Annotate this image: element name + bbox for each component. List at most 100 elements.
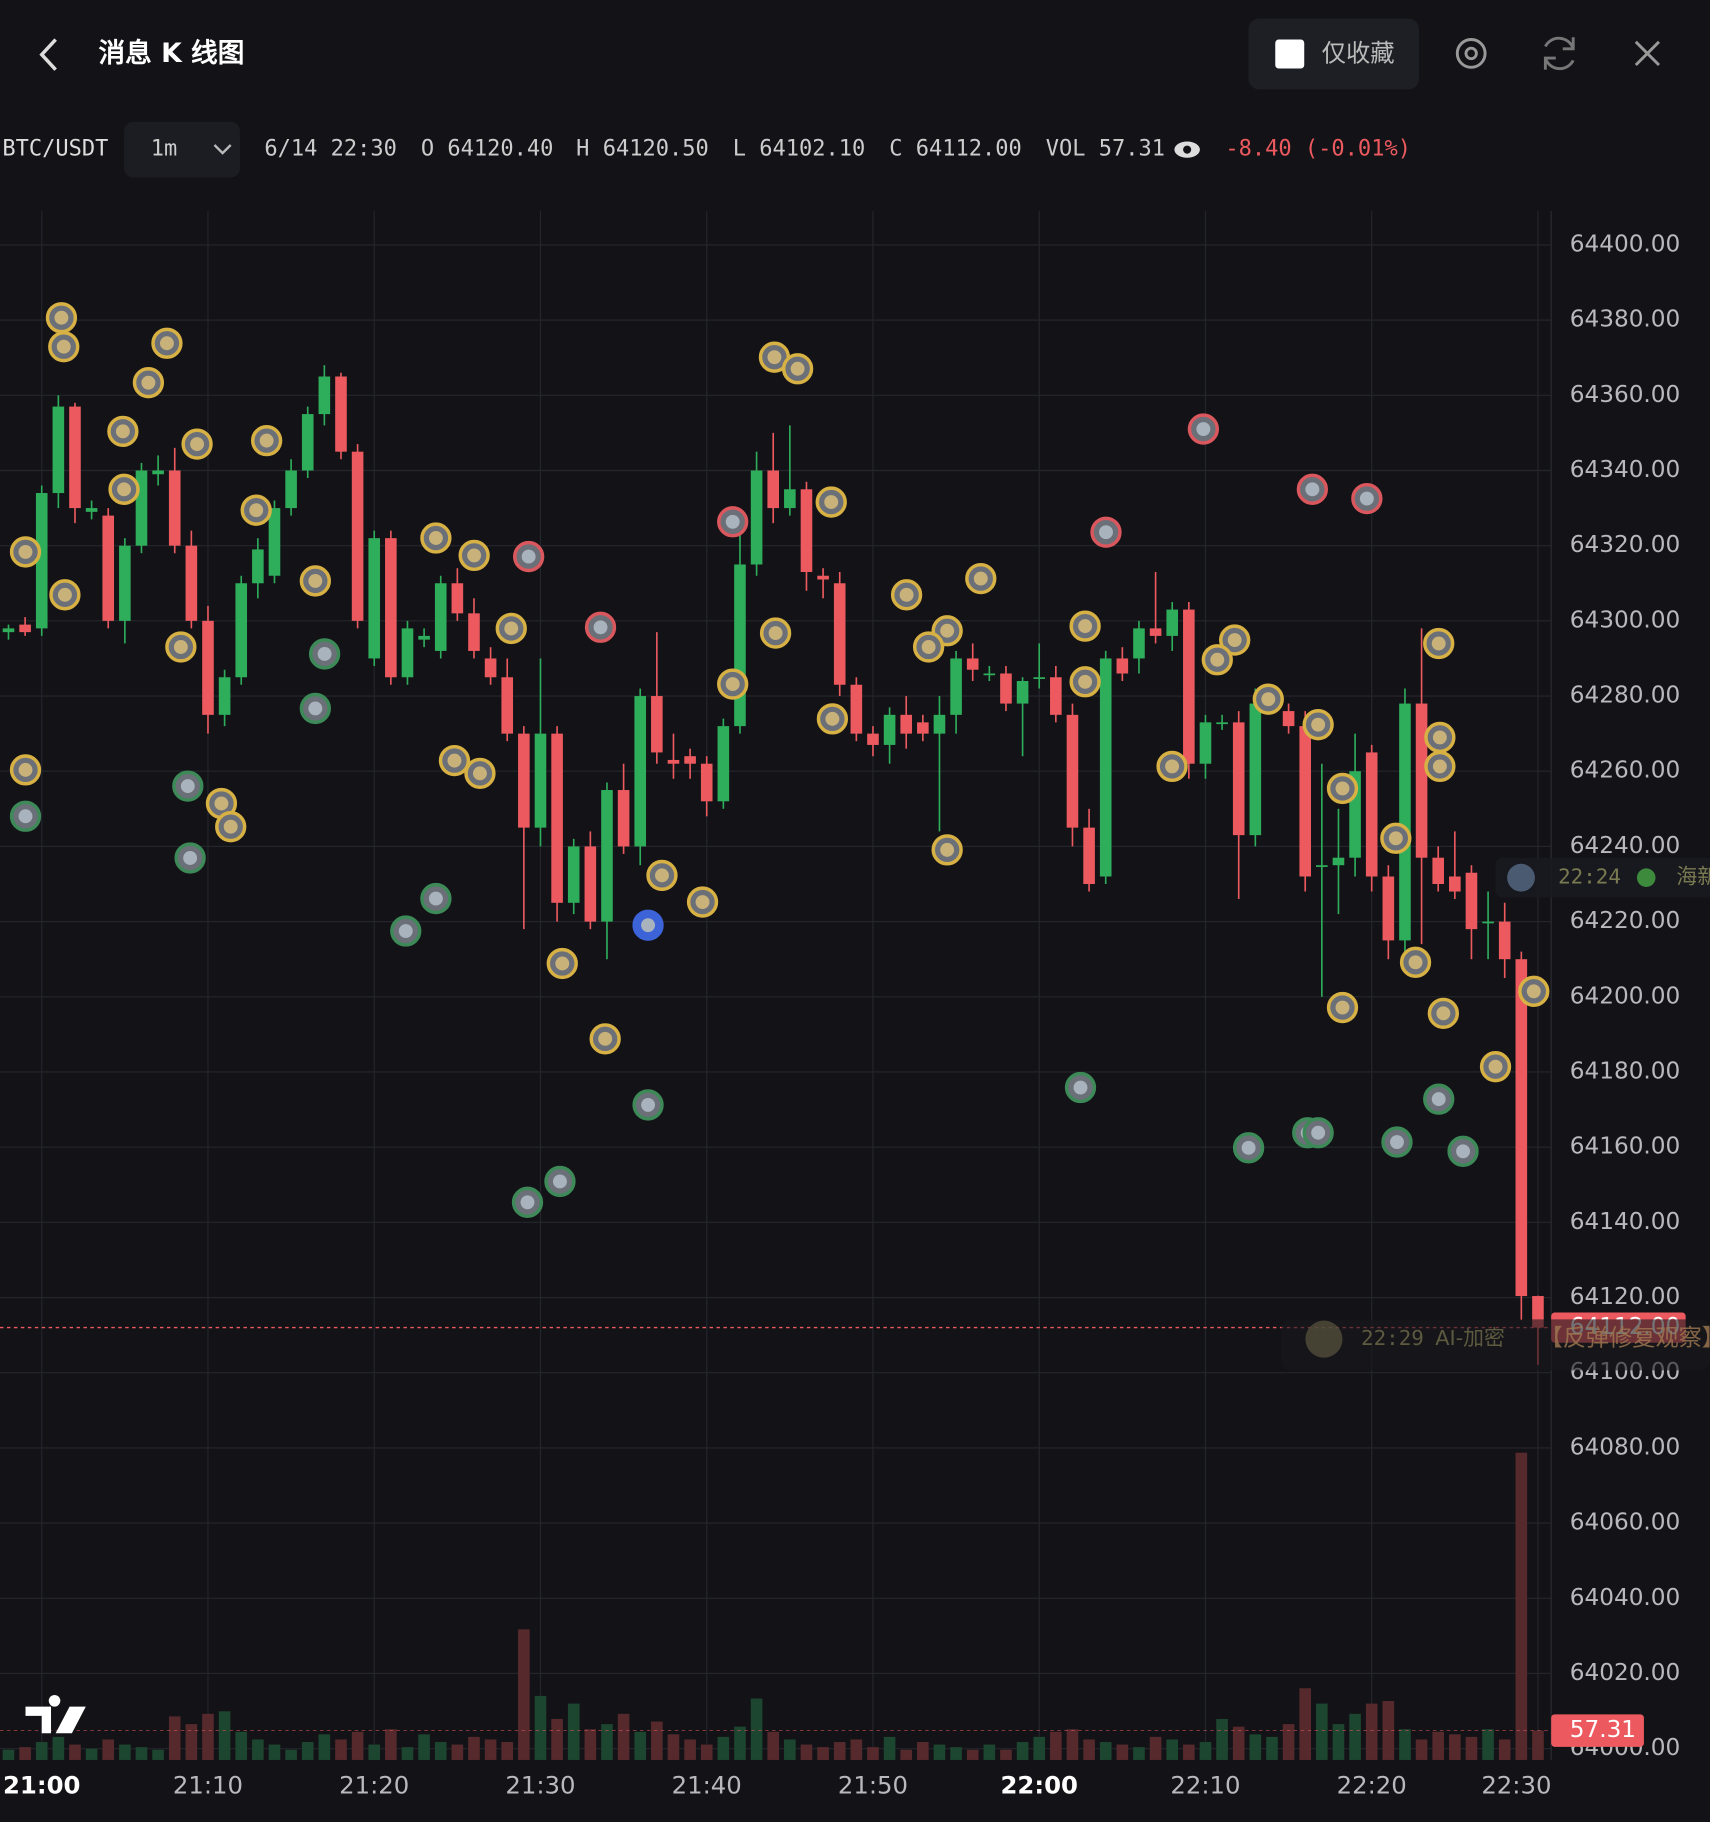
candle-body <box>301 414 314 471</box>
candle-body <box>1249 703 1262 836</box>
marker-face <box>598 1031 613 1046</box>
candle-body <box>667 759 680 764</box>
marker-face <box>1227 633 1242 647</box>
volume-bar <box>19 1747 31 1760</box>
volume-bar <box>983 1744 996 1760</box>
y-tick-label: 64400.00 <box>1570 230 1681 257</box>
volume-bar <box>1316 1703 1328 1760</box>
volume-bar <box>1498 1739 1511 1760</box>
volume-bar <box>2 1749 15 1760</box>
volume-bar <box>401 1747 414 1760</box>
volume-bar <box>1232 1726 1245 1760</box>
volume-bar <box>651 1721 663 1760</box>
marker-face <box>973 571 988 586</box>
candle-body <box>1199 722 1212 764</box>
candle-body <box>518 733 530 828</box>
settings-button[interactable] <box>1455 38 1487 69</box>
chevron <box>213 144 232 155</box>
candle-body <box>35 493 48 629</box>
volume-bar <box>1415 1739 1428 1760</box>
volume-bar <box>418 1734 430 1760</box>
volume-bar <box>966 1749 979 1760</box>
y-tick-label: 64020.00 <box>1570 1659 1681 1686</box>
info-item: C 64112.00 <box>889 137 1022 162</box>
y-tick-label: 64080.00 <box>1570 1433 1681 1460</box>
volume-bar <box>584 1729 597 1760</box>
y-tick-label: 64040.00 <box>1570 1584 1681 1611</box>
volume-bar <box>850 1739 863 1760</box>
marker-face <box>552 1174 567 1189</box>
marker-face <box>824 495 839 510</box>
marker-face <box>428 531 443 545</box>
candle-body <box>1432 857 1445 885</box>
volume-bar <box>567 1703 580 1760</box>
back-button[interactable] <box>39 38 57 71</box>
close-button[interactable] <box>1634 40 1661 67</box>
marker-face <box>1408 955 1423 970</box>
marker-face <box>308 701 323 716</box>
volume-bar <box>518 1629 530 1760</box>
favorites-toggle[interactable]: 仅收藏 <box>1248 18 1420 90</box>
volume-bar <box>235 1731 248 1760</box>
marker-face <box>447 753 462 768</box>
volume-bar <box>168 1716 181 1760</box>
volume-bar <box>335 1739 347 1760</box>
info-item: VOL 57.31 <box>1046 137 1165 162</box>
candle-body <box>1532 1296 1544 1328</box>
candle-body <box>900 714 913 734</box>
candle-body <box>1149 628 1162 636</box>
candle-body <box>634 696 647 847</box>
x-tick-label: 21:00 <box>3 1771 80 1800</box>
candle-body <box>152 470 164 475</box>
interval-select[interactable]: 1m <box>124 121 240 178</box>
volume-bar <box>468 1736 480 1760</box>
candle-body <box>717 726 730 802</box>
last-volume-tag <box>1551 1714 1644 1747</box>
marker-face <box>1305 482 1320 497</box>
candle-body <box>1365 752 1378 877</box>
marker-face <box>1388 831 1403 846</box>
marker-face <box>1436 1006 1451 1021</box>
candle-body <box>1000 673 1012 704</box>
marker-face <box>641 1097 656 1112</box>
refresh-button[interactable] <box>1543 36 1575 71</box>
y-tick-label: 64300.00 <box>1570 606 1681 633</box>
marker-face <box>54 310 69 325</box>
candle-body <box>1116 658 1129 674</box>
marker-face <box>1335 1000 1350 1015</box>
volume-bar <box>1282 1724 1295 1760</box>
candle-body <box>684 756 696 764</box>
volume-bar <box>484 1739 497 1760</box>
visibility-toggle[interactable] <box>1174 141 1200 158</box>
marker-face <box>1432 730 1447 745</box>
candle-body <box>551 733 563 903</box>
volume-bar <box>1099 1742 1112 1760</box>
checkbox[interactable] <box>1275 39 1305 69</box>
marker-face <box>1432 759 1447 774</box>
candle-body <box>651 696 663 753</box>
candle-body <box>867 733 879 745</box>
candle-body <box>817 575 829 580</box>
volume-bar <box>1515 1452 1528 1760</box>
marker-face <box>117 482 132 497</box>
marker-face <box>1431 636 1446 651</box>
volume-bar <box>900 1749 913 1760</box>
info-item: L 64102.10 <box>733 137 866 162</box>
info-value: 64120.50 <box>603 137 709 162</box>
info-item: H 64120.50 <box>576 137 709 162</box>
annotation-bg <box>1495 857 1710 898</box>
marker-face <box>1431 1092 1446 1107</box>
volume-bar <box>717 1736 730 1760</box>
volume-bar <box>1382 1701 1395 1760</box>
annotation-dot <box>1636 868 1656 887</box>
candle-body <box>119 545 131 621</box>
volume-bar <box>1266 1736 1278 1760</box>
annotation-time: 22:24 <box>1558 865 1621 889</box>
marker-face <box>1078 674 1093 689</box>
candle-body <box>1515 959 1528 1297</box>
volume-bar <box>268 1744 281 1760</box>
candle-body <box>800 489 813 572</box>
marker-face <box>1241 1140 1256 1155</box>
info-value: 6/14 22:30 <box>264 137 397 162</box>
